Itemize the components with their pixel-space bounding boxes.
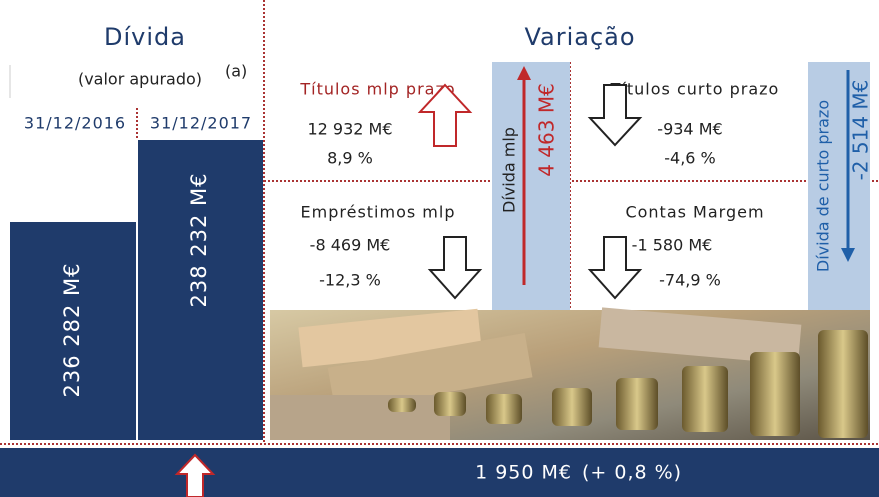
footer-percent: (+ 0,8 %) [582, 462, 682, 484]
column-label: Dívida de curto prazo [814, 100, 833, 272]
date: 31/12/2016 [24, 114, 126, 133]
left-title: Dívida [104, 23, 186, 51]
down-arrow [430, 237, 480, 298]
debt-value: 236 282 M€ [60, 263, 84, 398]
quadrant-percent: -4,6 % [664, 149, 716, 168]
quadrant-amount: 12 932 M€ [307, 120, 392, 139]
left-subtitle: (valor apurado) [78, 70, 202, 89]
date: 31/12/2017 [150, 114, 252, 133]
quadrant-label: Títulos curto prazo [610, 80, 780, 99]
quadrant-amount: -8 469 M€ [310, 236, 391, 255]
right-title: Variação [524, 23, 635, 51]
quadrant-percent: -74,9 % [659, 271, 721, 290]
debt-value: 238 232 M€ [187, 173, 211, 308]
footer-bar [0, 448, 879, 497]
quadrant-amount: -934 M€ [657, 120, 722, 139]
quadrant-amount: -1 580 M€ [632, 236, 713, 255]
quadrant-percent: -12,3 % [319, 271, 381, 290]
quadrant-percent: 8,9 % [327, 149, 373, 168]
quadrant-label: Empréstimos mlp [301, 203, 456, 222]
quadrant-label: Títulos mlp prazo [299, 80, 455, 99]
column-amount: 4 463 M€ [535, 83, 559, 177]
quadrant-label: Contas Margem [625, 203, 764, 222]
column-amount: -2 514 M€ [849, 80, 873, 181]
footer-amount: 1 950 M€ [475, 462, 572, 484]
column-label: Dívida mlp [500, 127, 519, 213]
infographic: Dívida (valor apurado) (a) 31/12/2016 31… [0, 0, 879, 497]
photo [270, 307, 870, 440]
note-marker: (a) [225, 62, 247, 81]
